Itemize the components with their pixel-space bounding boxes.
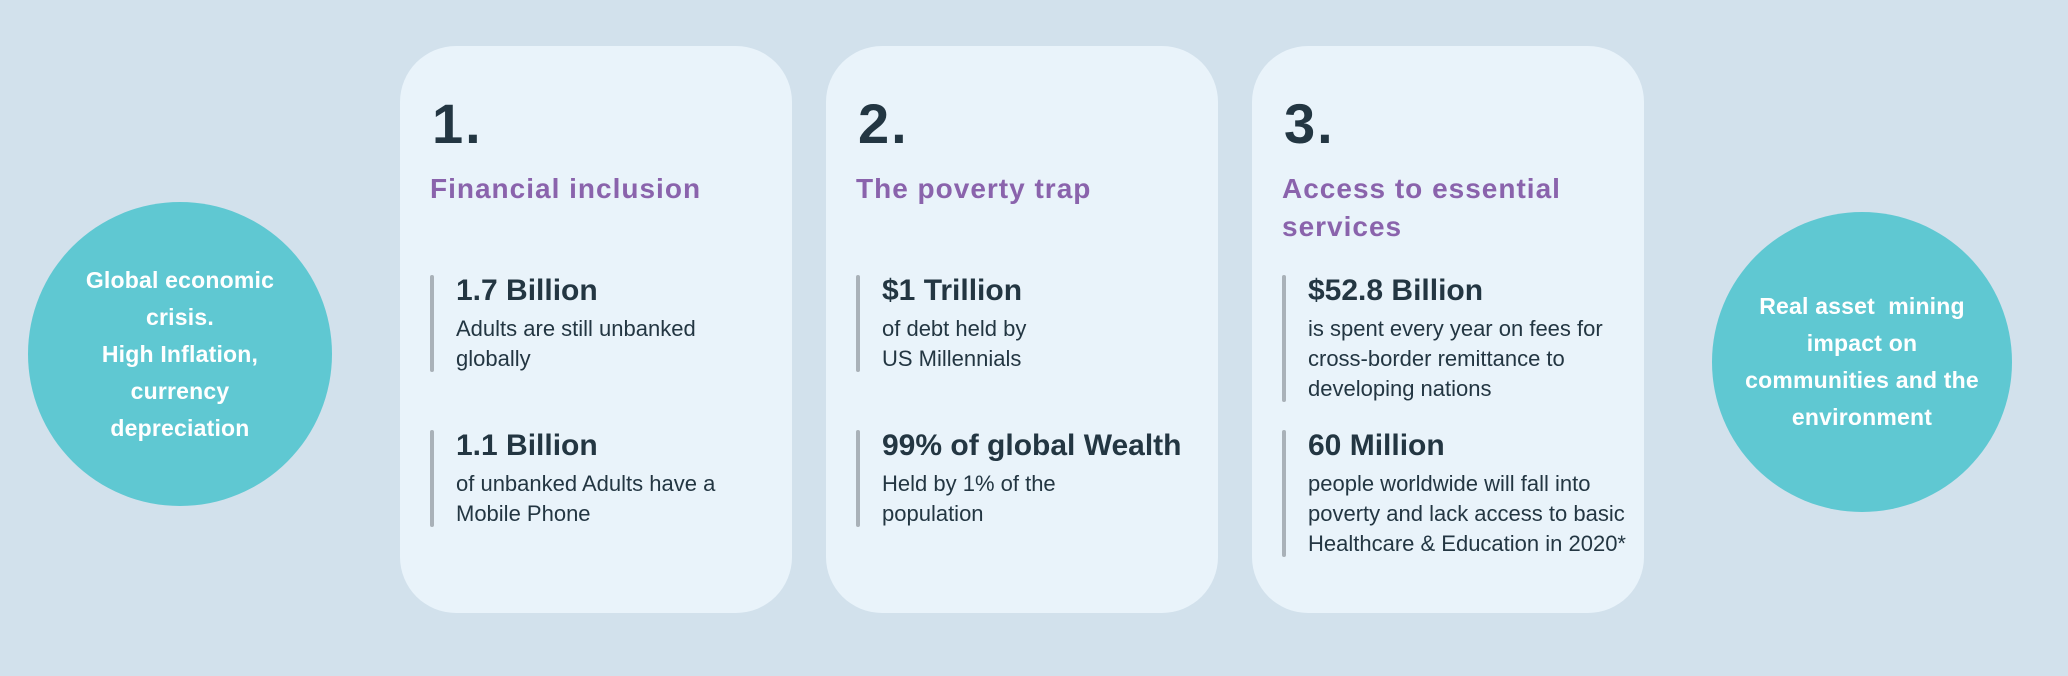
stat-value: $1 Trillion bbox=[882, 274, 1023, 307]
stat-value: 60 Million bbox=[1308, 429, 1445, 462]
stat-value: $52.8 Billion bbox=[1308, 274, 1484, 307]
right-context-circle: Real asset mining impact on communities … bbox=[1712, 212, 2012, 512]
problem-card-2: 2. The poverty trap $1 Trillion of debt … bbox=[826, 46, 1218, 613]
stat-block: 1.7 Billion Adults are still unbanked gl… bbox=[430, 273, 788, 374]
stat-accent-bar bbox=[1282, 275, 1286, 402]
stat-accent-bar bbox=[856, 275, 860, 372]
card-number: 2. bbox=[858, 92, 909, 155]
right-circle-text: Real asset mining impact on communities … bbox=[1745, 293, 1979, 430]
stat-description: Held by 1% of the population bbox=[882, 471, 1056, 526]
stat-accent-bar bbox=[430, 275, 434, 372]
stat-block: 60 Million people worldwide will fall in… bbox=[1282, 428, 1640, 559]
stat-block: $1 Trillion of debt held by US Millennia… bbox=[856, 273, 1214, 374]
stat-block: 99% of global Wealth Held by 1% of the p… bbox=[856, 428, 1214, 529]
stat-description: is spent every year on fees for cross-bo… bbox=[1308, 316, 1603, 401]
card-title: The poverty trap bbox=[856, 173, 1092, 204]
left-circle-text: Global economic crisis. High Inflation, … bbox=[85, 266, 275, 441]
stat-value: 1.7 Billion bbox=[456, 274, 598, 307]
card-number: 1. bbox=[432, 92, 483, 155]
stat-accent-bar bbox=[856, 430, 860, 527]
left-context-circle: Global economic crisis. High Inflation, … bbox=[28, 202, 332, 506]
problem-card-1: 1. Financial inclusion 1.7 Billion Adult… bbox=[400, 46, 792, 613]
card-title: Access to essential services bbox=[1282, 173, 1561, 242]
stat-block: $52.8 Billion is spent every year on fee… bbox=[1282, 273, 1640, 404]
stat-description: Adults are still unbanked globally bbox=[456, 316, 696, 371]
stat-value: 1.1 Billion bbox=[456, 429, 598, 462]
stat-description: of debt held by US Millennials bbox=[882, 316, 1027, 371]
stat-value: 99% of global Wealth bbox=[882, 429, 1182, 462]
problem-card-3: 3. Access to essential services $52.8 Bi… bbox=[1252, 46, 1644, 613]
card-number: 3. bbox=[1284, 92, 1335, 155]
stat-description: people worldwide will fall into poverty … bbox=[1308, 471, 1626, 556]
card-title: Financial inclusion bbox=[430, 173, 702, 204]
stat-accent-bar bbox=[1282, 430, 1286, 557]
stat-block: 1.1 Billion of unbanked Adults have a Mo… bbox=[430, 428, 788, 529]
stat-description: of unbanked Adults have a Mobile Phone bbox=[456, 471, 716, 526]
stat-accent-bar bbox=[430, 430, 434, 527]
